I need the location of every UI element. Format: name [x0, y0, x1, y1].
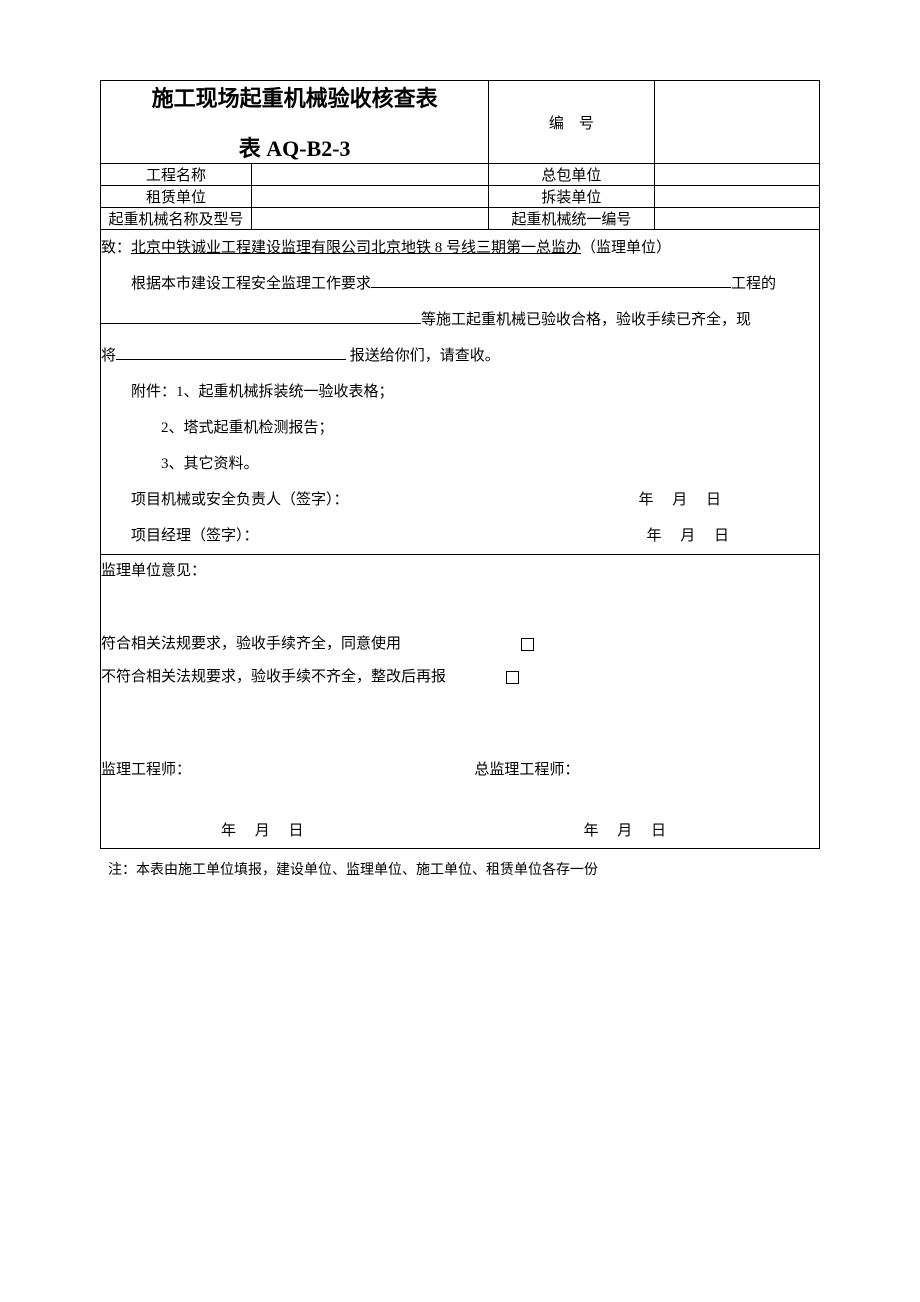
number-label: 编 号 — [489, 81, 654, 164]
opinion-title: 监理单位意见： — [101, 555, 819, 588]
machine-no-value[interactable] — [654, 208, 819, 230]
attach-2: 2、塔式起重机检测报告； — [101, 410, 819, 446]
date-row: 年 月 日 年 月 日 — [101, 815, 819, 848]
blank-3[interactable] — [116, 345, 346, 360]
machine-name-value[interactable] — [251, 208, 488, 230]
title-cell: 施工现场起重机械验收核查表 表 AQ-B2-3 — [101, 81, 489, 164]
to-line: 致：北京中铁诚业工程建设监理有限公司北京地铁 8 号线三期第一总监办（监理单位） — [101, 230, 819, 266]
option-2: 不符合相关法规要求，验收手续不齐全，整改后再报 — [101, 661, 819, 694]
form-table: 施工现场起重机械验收核查表 表 AQ-B2-3 编 号 工程名称 总包单位 租赁… — [100, 80, 820, 849]
engineer-label: 监理工程师： — [101, 754, 446, 787]
attach-1: 附件：1、起重机械拆装统一验收表格； — [101, 374, 819, 410]
sig2-row: 项目经理（签字）： 年 月 日 — [101, 518, 819, 554]
chief-label: 总监理工程师： — [474, 754, 819, 787]
sig1-row: 项目机械或安全负责人（签字）： 年 月 日 — [101, 482, 819, 518]
machine-no-label: 起重机械统一编号 — [489, 208, 654, 230]
body-line3: 将 报送给你们，请查收。 — [101, 338, 819, 374]
option-1: 符合相关法规要求，验收手续齐全，同意使用 — [101, 628, 819, 661]
sig1-date: 年 月 日 — [609, 482, 722, 518]
title-line1: 施工现场起重机械验收核查表 — [101, 81, 488, 113]
line3-prefix: 将 — [101, 348, 116, 364]
line1-suffix: 工程的 — [731, 276, 776, 292]
content-cell: 致：北京中铁诚业工程建设监理有限公司北京地铁 8 号线三期第一总监办（监理单位）… — [101, 230, 820, 555]
opt2-text: 不符合相关法规要求，验收手续不齐全，整改后再报 — [101, 669, 446, 685]
engineer-row: 监理工程师： 总监理工程师： — [101, 754, 819, 787]
body-line1: 根据本市建设工程安全监理工作要求 工程的 — [101, 266, 819, 302]
machine-name-label: 起重机械名称及型号 — [101, 208, 252, 230]
project-value[interactable] — [251, 164, 488, 186]
attach-3: 3、其它资料。 — [101, 446, 819, 482]
blank-2[interactable] — [101, 309, 421, 324]
title-line2: 表 AQ-B2-3 — [101, 131, 488, 163]
spacer-2 — [101, 694, 819, 724]
sig2-date: 年 月 日 — [617, 518, 730, 554]
to-suffix: （监理单位） — [581, 240, 671, 256]
sig2-label: 项目经理（签字）： — [131, 528, 259, 544]
lease-label: 租赁单位 — [101, 186, 252, 208]
date-left: 年 月 日 — [221, 815, 304, 848]
project-label: 工程名称 — [101, 164, 252, 186]
checkbox-1[interactable] — [521, 638, 534, 651]
contractor-value[interactable] — [654, 164, 819, 186]
dismantle-value[interactable] — [654, 186, 819, 208]
line1-prefix: 根据本市建设工程安全监理工作要求 — [131, 276, 371, 292]
spacer-1 — [101, 588, 819, 628]
footnote: 注：本表由施工单位填报，建设单位、监理单位、施工单位、租赁单位各存一份 — [100, 859, 820, 879]
line3-suffix: 报送给你们，请查收。 — [346, 348, 500, 364]
contractor-label: 总包单位 — [489, 164, 654, 186]
to-prefix: 致： — [101, 240, 131, 256]
dismantle-label: 拆装单位 — [489, 186, 654, 208]
to-underlined: 北京中铁诚业工程建设监理有限公司北京地铁 8 号线三期第一总监办 — [131, 240, 581, 256]
body-line2: 等施工起重机械已验收合格，验收手续已齐全，现 — [101, 302, 819, 338]
number-value[interactable] — [654, 81, 819, 164]
sig1-label: 项目机械或安全负责人（签字）： — [131, 492, 349, 508]
date-right: 年 月 日 — [584, 815, 667, 848]
checkbox-2[interactable] — [506, 671, 519, 684]
line2-suffix: 等施工起重机械已验收合格，验收手续已齐全，现 — [421, 312, 751, 328]
blank-1[interactable] — [371, 273, 731, 288]
opt1-text: 符合相关法规要求，验收手续齐全，同意使用 — [101, 636, 401, 652]
opinion-cell: 监理单位意见： 符合相关法规要求，验收手续齐全，同意使用 不符合相关法规要求，验… — [101, 555, 820, 849]
lease-value[interactable] — [251, 186, 488, 208]
